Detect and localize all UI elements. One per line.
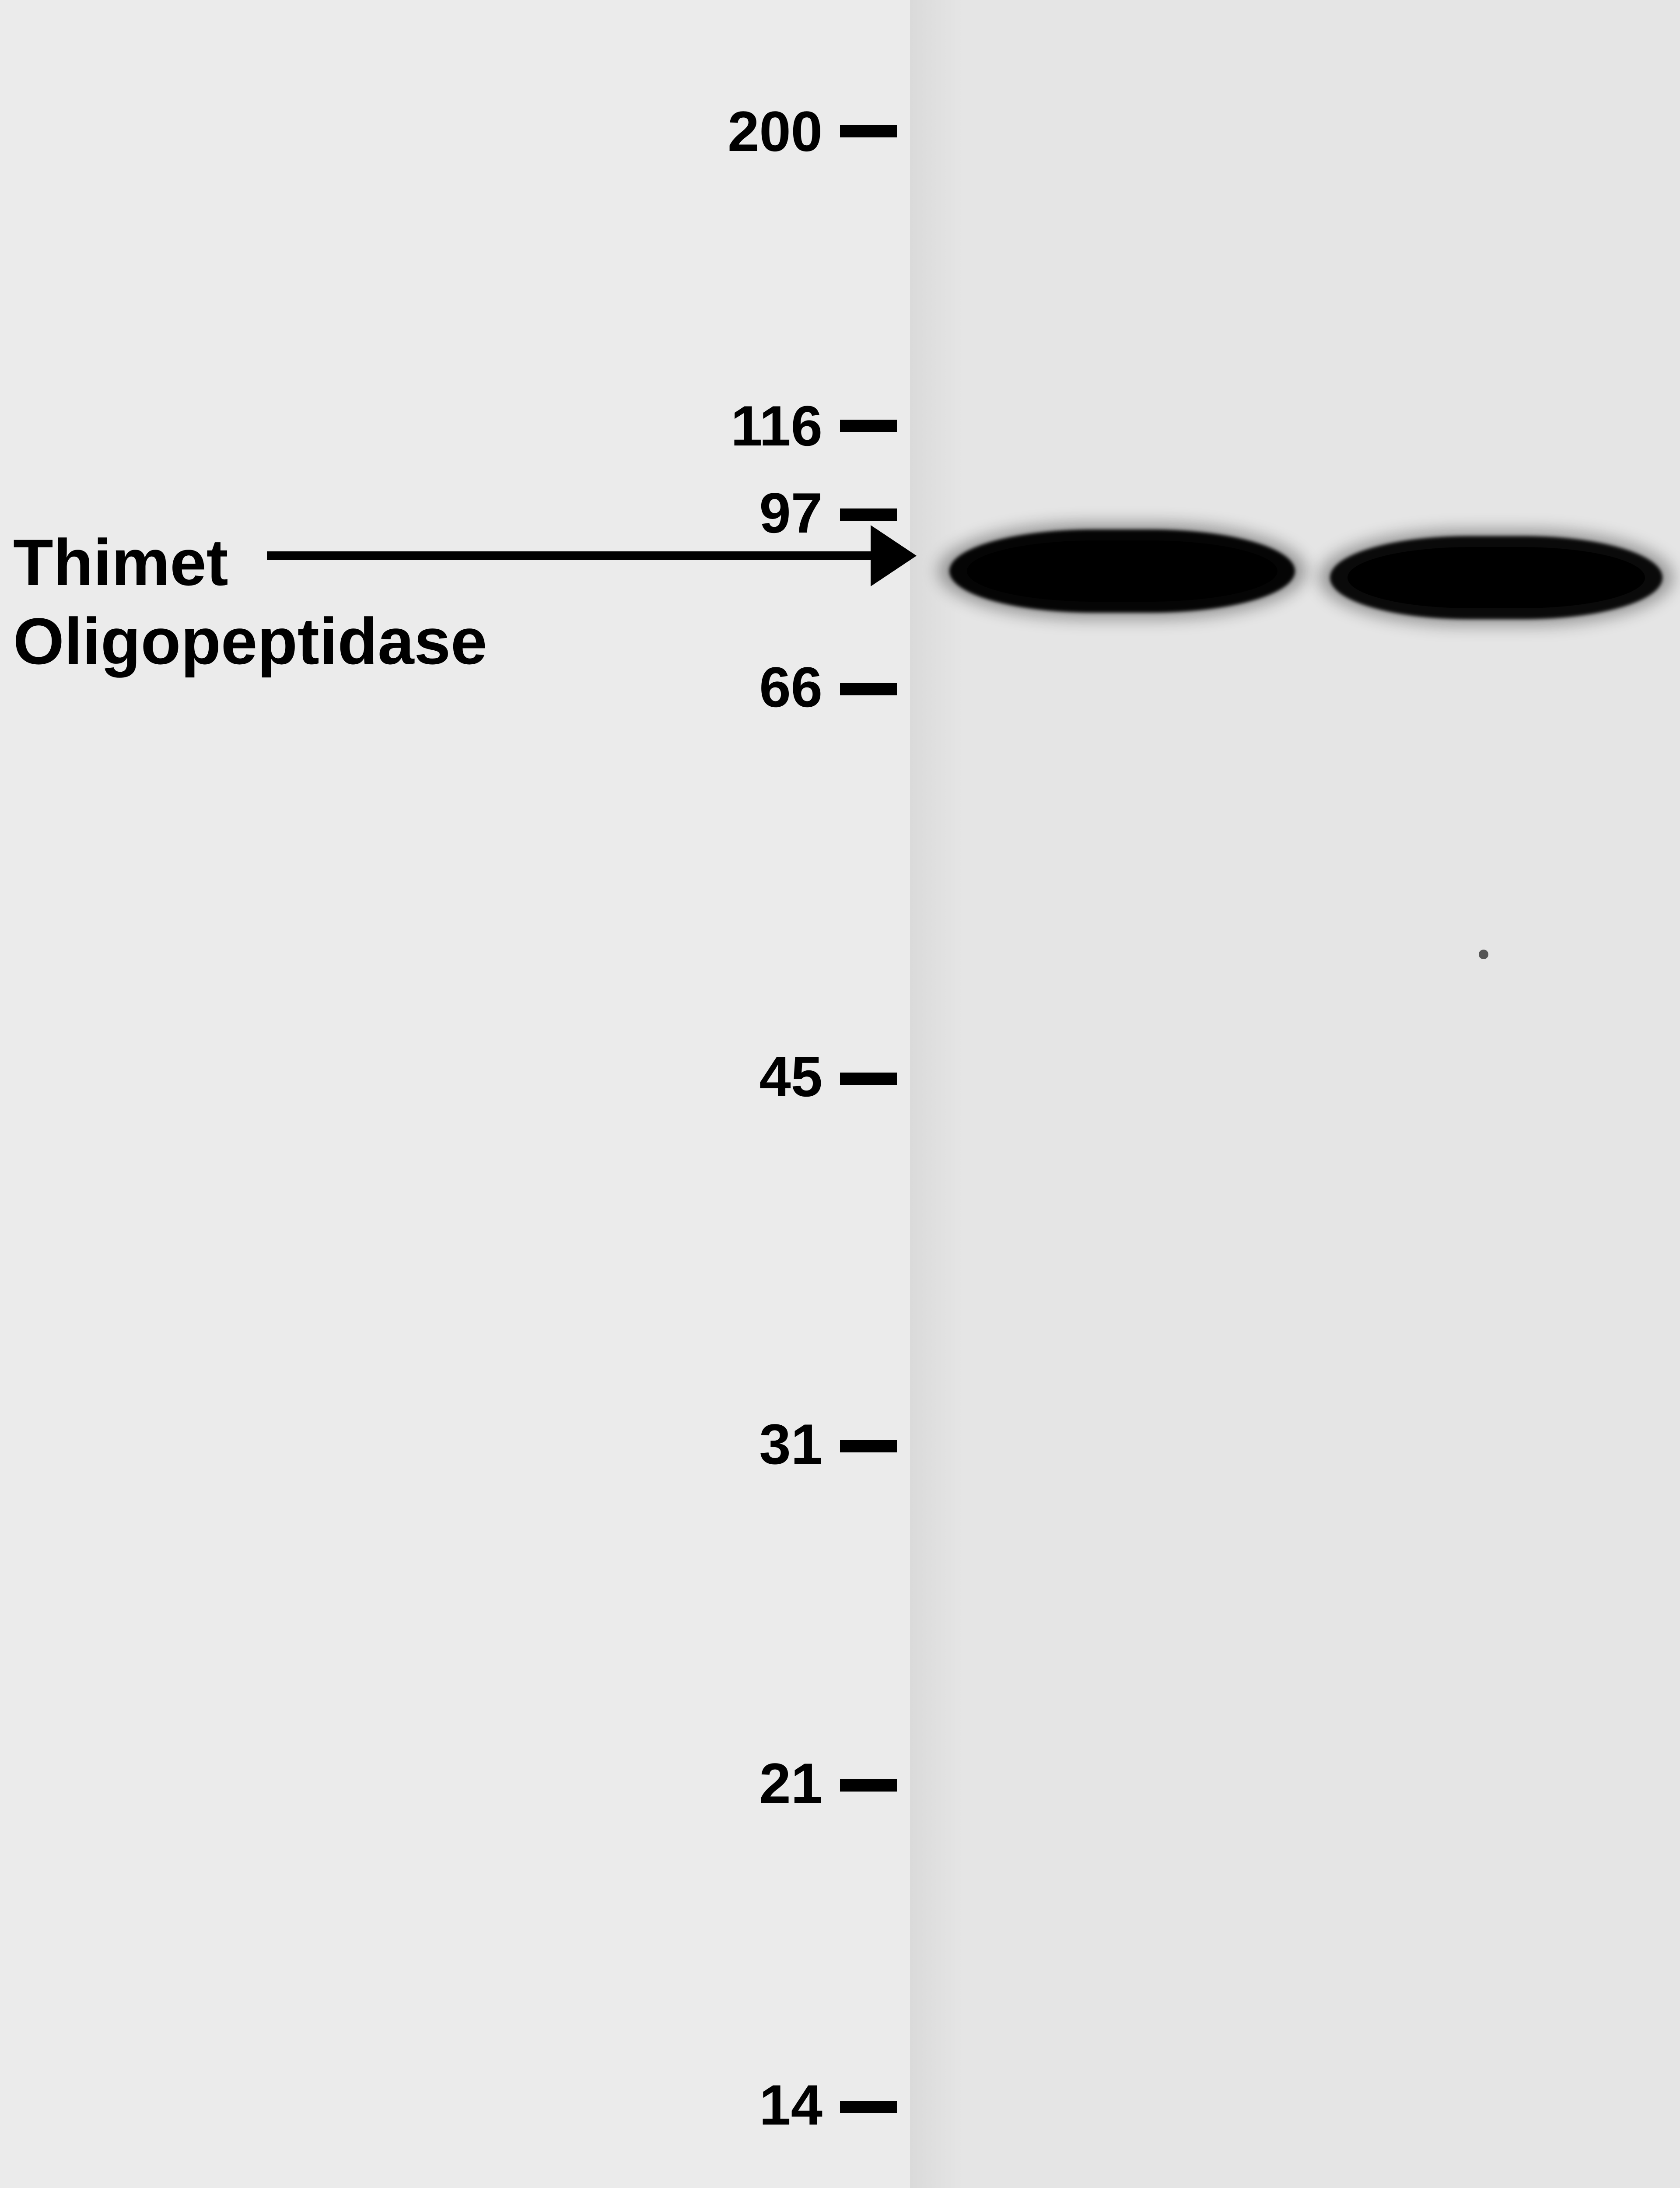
mw-marker-label-21: 21 xyxy=(759,1750,822,1816)
band-core-lane-1 xyxy=(967,540,1278,602)
annotation-arrow-line xyxy=(267,551,871,560)
protein-name-label: Thimet Oligopeptidase xyxy=(13,523,487,680)
protein-label-line1: Thimet xyxy=(13,526,228,599)
mw-marker-tick-200 xyxy=(840,125,897,137)
mw-marker-label-31: 31 xyxy=(759,1411,822,1477)
mw-marker-label-116: 116 xyxy=(731,393,822,459)
mw-marker-tick-21 xyxy=(840,1779,897,1792)
mw-marker-label-200: 200 xyxy=(728,98,822,164)
blot-membrane xyxy=(910,0,1680,2188)
annotation-arrow-head xyxy=(871,525,917,586)
mw-marker-label-45: 45 xyxy=(759,1044,822,1109)
mw-marker-label-66: 66 xyxy=(759,654,822,720)
mw-marker-tick-14 xyxy=(840,2101,897,2113)
mw-marker-label-97: 97 xyxy=(759,480,822,546)
mw-marker-label-14: 14 xyxy=(759,2072,822,2138)
mw-marker-tick-31 xyxy=(840,1440,897,1452)
mw-marker-tick-116 xyxy=(840,420,897,432)
artifact-speck-0 xyxy=(1479,950,1488,959)
mw-marker-tick-66 xyxy=(840,683,897,695)
band-core-lane-2 xyxy=(1348,547,1645,608)
mw-marker-tick-97 xyxy=(840,508,897,521)
blot-figure-container: 200116976645312114 12 Thimet Oligopeptid… xyxy=(0,0,1680,2188)
protein-label-line2: Oligopeptidase xyxy=(13,604,487,678)
mw-marker-tick-45 xyxy=(840,1073,897,1085)
